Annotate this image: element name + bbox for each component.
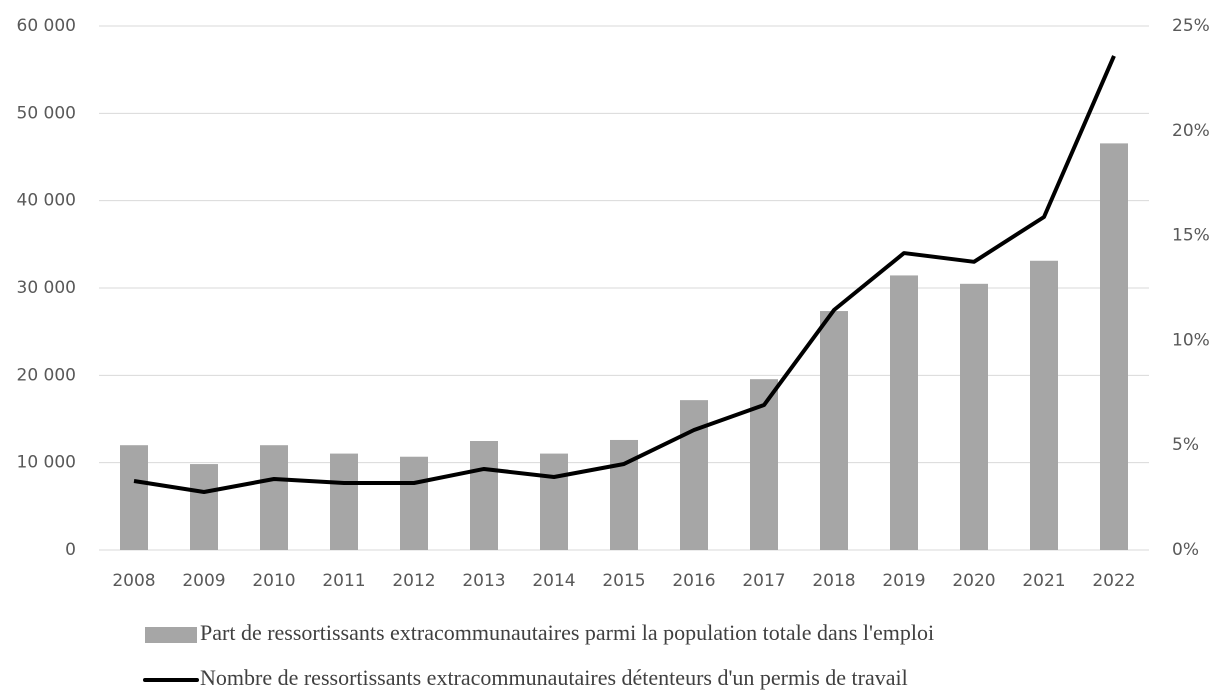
bar [470, 441, 498, 550]
y-tick-label: 20 000 [17, 365, 76, 385]
x-tick-label: 2015 [602, 571, 645, 591]
line-series [133, 55, 1116, 495]
bar [120, 445, 148, 550]
x-tick-label: 2011 [322, 571, 365, 591]
bar [540, 453, 568, 550]
x-tick-label: 2014 [532, 571, 575, 591]
x-tick-label: 2019 [882, 571, 925, 591]
y-tick-label: 30 000 [17, 278, 76, 298]
bar [680, 400, 708, 550]
legend-swatch [145, 627, 197, 643]
y2-tick-label: 15% [1172, 226, 1210, 246]
bar [260, 445, 288, 550]
x-tick-label: 2013 [462, 571, 505, 591]
bar [610, 439, 638, 550]
bar [330, 453, 358, 550]
y-tick-label: 10 000 [17, 453, 76, 473]
y-tick-label: 50 000 [17, 103, 76, 123]
y2-tick-label: 25% [1172, 16, 1210, 36]
y-tick-label: 0 [65, 540, 76, 560]
x-tick-label: 2018 [812, 571, 855, 591]
bar [1100, 143, 1128, 550]
x-tick-label: 2016 [672, 571, 715, 591]
y2-tick-label: 0% [1172, 540, 1199, 560]
x-tick-label: 2010 [252, 571, 295, 591]
bar [820, 311, 848, 550]
y2-tick-label: 10% [1172, 330, 1210, 350]
y2-tick-label: 5% [1172, 435, 1199, 455]
x-tick-label: 2021 [1022, 571, 1065, 591]
x-tick-label: 2009 [182, 571, 225, 591]
bar [400, 456, 428, 550]
legend-label: Nombre de ressortissants extracommunauta… [200, 665, 908, 690]
x-tick-label: 2017 [742, 571, 785, 591]
x-tick-label: 2022 [1092, 571, 1135, 591]
x-tick-label: 2020 [952, 571, 995, 591]
bar [960, 283, 988, 550]
bar [1030, 260, 1058, 550]
legend-label: Part de ressortissants extracommunautair… [200, 620, 934, 645]
x-tick-label: 2012 [392, 571, 435, 591]
bar [890, 275, 918, 550]
y2-tick-label: 20% [1172, 121, 1210, 141]
y-tick-label: 40 000 [17, 191, 76, 211]
y-tick-label: 60 000 [17, 16, 76, 36]
bar [190, 464, 218, 550]
x-tick-label: 2008 [112, 571, 155, 591]
